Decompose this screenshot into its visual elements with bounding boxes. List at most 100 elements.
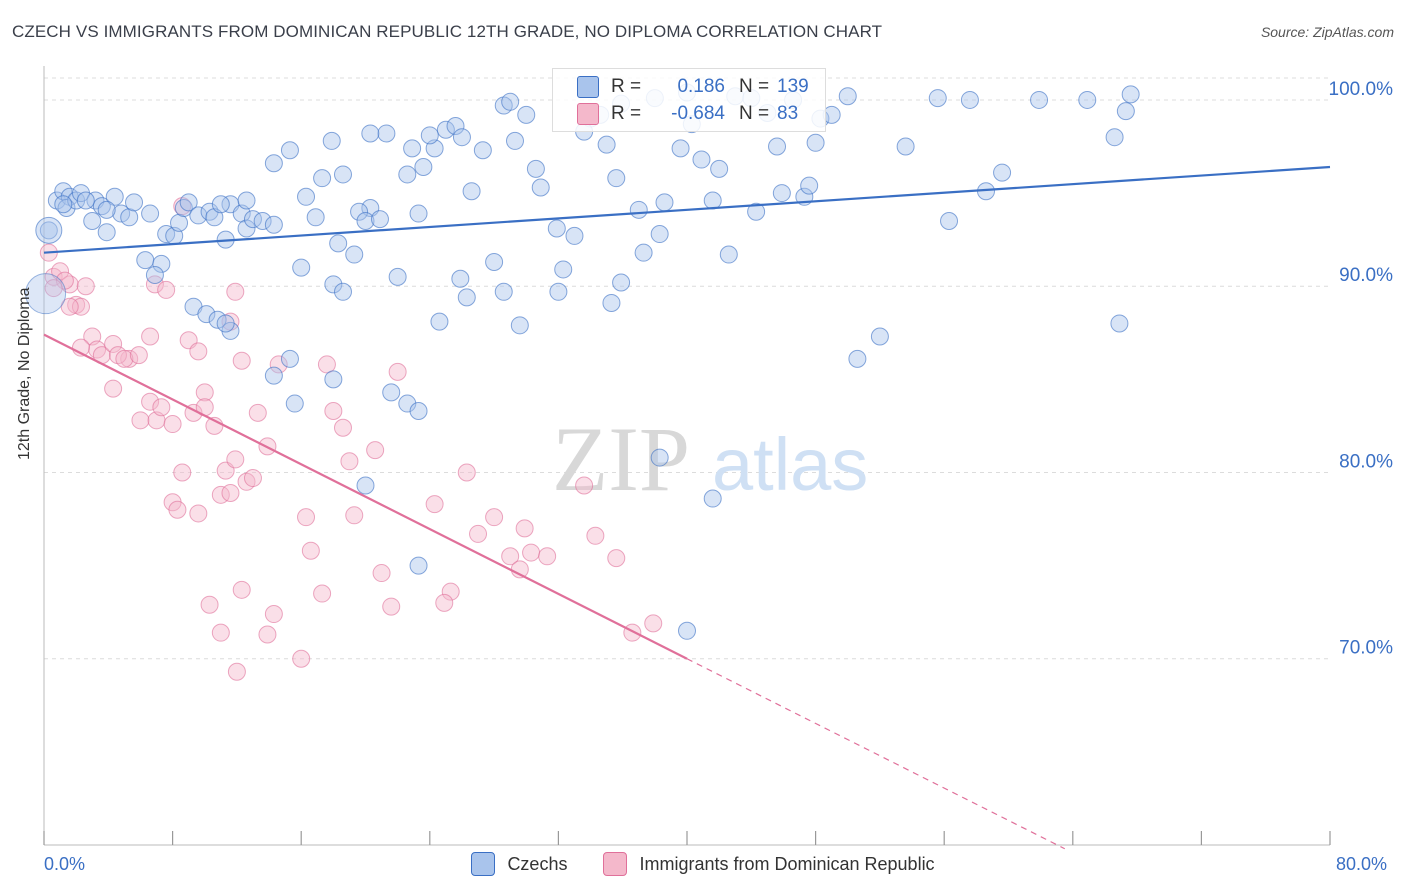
czech-swatch <box>577 76 599 98</box>
czech-point <box>446 117 465 136</box>
dominican-point <box>575 476 594 495</box>
czech-point <box>719 245 738 264</box>
czech-point <box>473 141 492 160</box>
dominican-point <box>333 418 352 437</box>
czech-point <box>324 370 343 389</box>
r-key: R = <box>611 103 642 124</box>
czech-point <box>547 219 566 238</box>
czech-point <box>451 269 470 288</box>
czech-point <box>457 288 476 307</box>
czech-point <box>398 394 417 413</box>
czech-point <box>634 243 653 262</box>
dominican-point <box>88 340 107 359</box>
czech-point <box>993 163 1012 182</box>
czech-point <box>333 282 352 301</box>
dominican-trend-line <box>43 333 688 660</box>
czech-point <box>388 267 407 286</box>
legend-row-dominican: R = -0.684 N = 83 <box>577 102 798 126</box>
dominican-point <box>515 519 534 538</box>
czech-point <box>382 383 401 402</box>
dominican-points <box>39 197 663 681</box>
czech-point <box>83 212 102 231</box>
czech-point <box>141 204 160 223</box>
dominican-legend-swatch <box>603 852 628 876</box>
czech-point <box>189 206 208 225</box>
source-label: Source: ZipAtlas.com <box>1260 24 1394 40</box>
dominican-point <box>168 500 187 519</box>
n-value: 83 <box>777 103 799 124</box>
stats-legend: R = 0.186 N = 139 R = -0.684 N = 83 <box>552 68 826 132</box>
czech-point <box>356 476 375 495</box>
dominican-point <box>340 452 359 471</box>
czech-point <box>1105 128 1124 147</box>
czech-point <box>136 251 155 270</box>
czech-point <box>655 193 674 212</box>
watermark-atlas: atlas <box>712 423 868 506</box>
dominican-point <box>382 597 401 616</box>
czech-point <box>772 184 791 203</box>
dominican-legend-label: Immigrants from Dominican Republic <box>639 853 935 874</box>
dominican-point <box>44 279 63 298</box>
czech-point <box>179 193 198 212</box>
dominican-point <box>297 508 316 527</box>
czech-point <box>292 258 311 277</box>
dominican-point <box>157 280 176 299</box>
czech-point <box>54 195 73 214</box>
czech-point <box>370 210 389 229</box>
dominican-point <box>623 623 642 642</box>
dominican-point <box>141 392 160 411</box>
czech-point <box>280 141 299 160</box>
dominican-point <box>607 549 626 568</box>
dominican-point <box>372 564 391 583</box>
czech-point <box>170 213 189 232</box>
series-legend: Czechs Immigrants from Dominican Republi… <box>0 850 1406 878</box>
dominican-point <box>120 349 139 368</box>
czech-point <box>253 212 272 231</box>
axes <box>43 66 1331 846</box>
dominican-point <box>189 342 208 361</box>
czech-point <box>565 226 584 245</box>
czech-point <box>97 223 116 242</box>
czech-point <box>264 366 283 385</box>
dominican-point <box>145 275 164 294</box>
czech-point <box>306 208 325 227</box>
dominican-point <box>173 463 192 482</box>
czech-trend-line <box>43 165 1331 254</box>
czech-point <box>324 275 343 294</box>
czech-point <box>398 165 417 184</box>
czech-point <box>531 178 550 197</box>
dominican-point <box>644 614 663 633</box>
dominican-point <box>522 543 541 562</box>
czech-point <box>510 316 529 335</box>
czech-point <box>345 245 364 264</box>
y-tick-label: 90.0% <box>1339 265 1393 286</box>
czech-point <box>494 282 513 301</box>
legend-czechs[interactable]: Czechs <box>471 852 567 876</box>
dominican-point <box>324 402 343 421</box>
czech-point <box>377 124 396 143</box>
dominican-point <box>243 469 262 488</box>
czech-point <box>554 260 573 279</box>
czech-point <box>612 273 631 292</box>
czech-point <box>747 202 766 221</box>
czech-point <box>403 139 422 158</box>
czech-point <box>125 193 144 212</box>
czech-point <box>452 128 471 147</box>
dominican-point <box>292 649 311 668</box>
czech-point <box>703 191 722 210</box>
dominican-point <box>163 415 182 434</box>
czech-point <box>607 169 626 188</box>
dominican-point <box>313 584 332 603</box>
czech-point <box>409 402 428 421</box>
czech-point <box>322 131 341 150</box>
dominican-point <box>141 327 160 346</box>
dominican-point <box>538 547 557 566</box>
dominican-point <box>189 504 208 523</box>
czech-point <box>806 133 825 152</box>
legend-dominican[interactable]: Immigrants from Dominican Republic <box>603 852 935 876</box>
czech-point <box>237 191 256 210</box>
czech-point <box>205 208 224 227</box>
czech-point <box>597 135 616 154</box>
czech-point <box>145 266 164 285</box>
